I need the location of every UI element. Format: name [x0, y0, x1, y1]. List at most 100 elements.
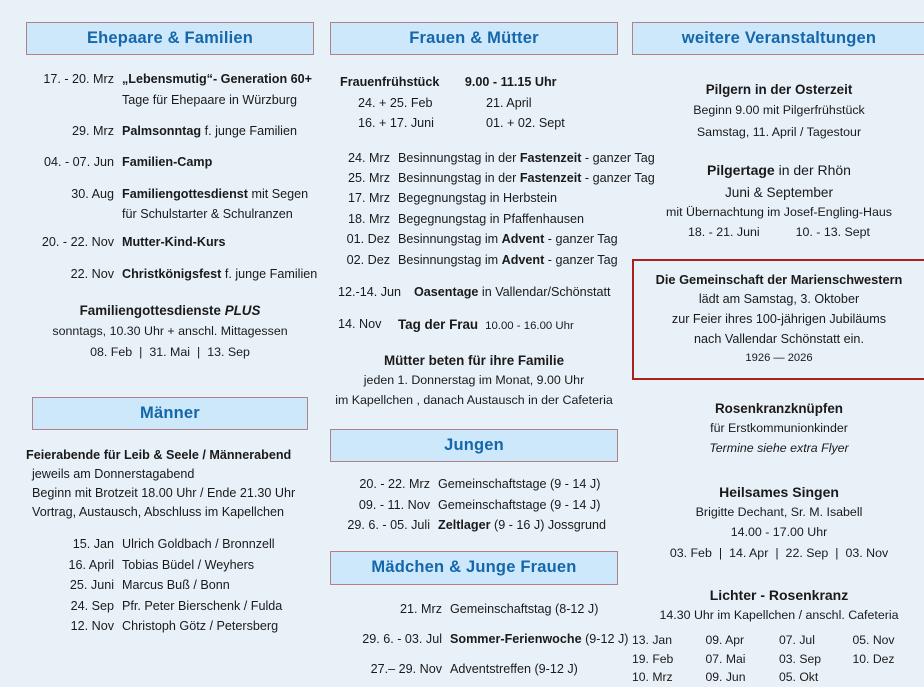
entry-title: Besinnungstag in der Fastenzeit - ganzer… [398, 148, 655, 168]
entry-date: 12.-14. Jun [338, 282, 414, 302]
entry-date: 17. - 20. Mrz [26, 69, 122, 89]
breakfast-header: Frauenfrühstück 9.00 - 11.15 Uhr [330, 73, 618, 92]
list-item: 24. + 25. Feb 21. April [330, 93, 618, 113]
plus-note: sonntags, 10.30 Uhr + anschl. Mittagesse… [26, 322, 314, 342]
entry-date: 20. - 22. Mrz [340, 474, 438, 494]
jubilee-line: zur Feier ihres 100-jährigen Jubiläums [642, 310, 916, 330]
entry-date: 02. Dez [338, 250, 398, 270]
men-note: jeweils am Donnerstagabend [26, 465, 314, 484]
section-header-maedchen-junge-frauen: Mädchen & Junge Frauen [330, 551, 618, 584]
list-item: 01. Dez Besinnungstag im Advent - ganzer… [330, 229, 618, 249]
women-entry-list: 24. Mrz Besinnungstag in der Fastenzeit … [330, 148, 618, 336]
jubilee-years: 1926 — 2026 [642, 350, 916, 368]
column-weitere-veranstaltungen: weitere Veranstaltungen Pilgern in der O… [624, 22, 924, 653]
date-value: 18. - 21. Juni [688, 225, 760, 239]
men-note: Vortrag, Austausch, Abschluss im Kapellc… [26, 503, 314, 522]
jubilee-line: nach Vallendar Schönstatt ein. [642, 330, 916, 350]
section-header-weitere-veranstaltungen: weitere Veranstaltungen [632, 22, 924, 55]
list-item: 17. Mrz Begegnungstag in Herbstein [330, 188, 618, 208]
entry-title: Besinnungstag im Advent - ganzer Tag [398, 229, 618, 249]
entry-date: 01. Dez [338, 229, 398, 249]
event-line: Termine siehe extra Flyer [632, 439, 924, 459]
list-item: 27.– 29. Nov Adventstreffen (9-12 J) [330, 659, 618, 679]
event-line: für Erstkommunionkinder [632, 419, 924, 439]
list-item: 21. Mrz Gemeinschaftstag (8-12 J) [330, 599, 618, 619]
list-item: 12. Nov Christoph Götz / Petersberg [26, 616, 314, 636]
jubilee-line: Die Gemeinschaft der Marienschwestern [642, 270, 916, 290]
entry-title: Gemeinschaftstag (8-12 J) [450, 599, 618, 619]
entry-title: Mutter-Kind-Kurs [122, 232, 314, 252]
entry-date: 21. Mrz [340, 599, 450, 619]
date-value: 24. + 25. Feb [358, 93, 486, 113]
rosenkranzknuepfen-block: Rosenkranzknüpfen für Erstkommunionkinde… [632, 398, 924, 459]
list-item: 24. Sep Pfr. Peter Bierschenk / Fulda [26, 596, 314, 616]
list-item-oasentage: 12.-14. Jun Oasentage in Vallendar/Schön… [330, 282, 618, 302]
entry-title: Christkönigsfest f. junge Familien [122, 264, 317, 284]
prayer-title: Mütter beten für ihre Familie [330, 350, 618, 371]
pilgern-osterzeit-block: Pilgern in der Osterzeit Beginn 9.00 mit… [632, 79, 924, 145]
event-note: mit Übernachtung im Josef-Engling-Haus [632, 203, 924, 223]
entry-date: 30. Aug [26, 184, 122, 204]
event-months: Juni & September [632, 182, 924, 204]
entry-date: 29. Mrz [26, 121, 122, 141]
entry-date: 22. Nov [26, 264, 122, 284]
entry-title: Oasentage in Vallendar/Schönstatt [414, 282, 618, 302]
date-value: 09. Jun [706, 668, 780, 687]
entry-title: „Lebensmutig“- Generation 60+ [122, 69, 314, 89]
date-value: 13. Jan [632, 631, 706, 650]
breakfast-label: Frauenfrühstück [340, 75, 439, 89]
date-value: 14. Apr [729, 546, 768, 560]
entry-date: 25. Mrz [338, 168, 398, 188]
speaker-name: Christoph Götz / Petersberg [122, 616, 314, 636]
list-item: 24. Mrz Besinnungstag in der Fastenzeit … [330, 148, 618, 168]
men-note: Beginn mit Brotzeit 18.00 Uhr / Ende 21.… [26, 484, 314, 503]
entry-title: Begegnungstag in Herbstein [398, 188, 618, 208]
entry-date: 27.– 29. Nov [340, 659, 450, 679]
list-item: 25. Mrz Besinnungstag in der Fastenzeit … [330, 168, 618, 188]
entry-date: 14. Nov [338, 314, 398, 336]
families-entry-list: 17. - 20. Mrz „Lebensmutig“- Generation … [26, 69, 314, 284]
section-header-maenner: Männer [32, 397, 308, 430]
event-heading: Heilsames Singen [632, 481, 924, 503]
date-value: 09. Apr [706, 631, 780, 650]
list-item: 02. Dez Besinnungstag im Advent - ganzer… [330, 250, 618, 270]
list-item: 20. - 22. Nov Mutter-Kind-Kurs [26, 232, 314, 252]
speaker-name: Tobias Büdel / Weyhers [122, 555, 314, 575]
entry-date: 20. - 22. Nov [26, 232, 122, 252]
event-line: 14.00 - 17.00 Uhr [632, 523, 924, 543]
list-item: 18. Mrz Begegnungstag in Pfaffenhausen [330, 209, 618, 229]
date-value: 05. Okt [779, 668, 853, 687]
date-value: 03. Nov [845, 546, 888, 560]
familiengottesdienste-plus-block: Familiengottesdienste PLUS sonntags, 10.… [26, 300, 314, 362]
entry-title: Familien-Camp [122, 152, 314, 172]
event-line: Brigitte Dechant, Sr. M. Isabell [632, 503, 924, 523]
program-flyer: Ehepaare & Familien 17. - 20. Mrz „Leben… [0, 0, 924, 659]
section-header-jungen: Jungen [330, 429, 618, 462]
section-header-ehepaare-familien: Ehepaare & Familien [26, 22, 314, 55]
entry-title: Begegnungstag in Pfaffenhausen [398, 209, 618, 229]
date-value: 05. Nov [853, 631, 924, 650]
singing-dates: 03. Feb|14. Apr|22. Sep|03. Nov [632, 543, 924, 564]
speaker-date: 12. Nov [42, 616, 122, 636]
date-value: 01. + 02. Sept [486, 113, 618, 133]
date-value: 10. Mrz [632, 668, 706, 687]
frauenfruehstueck-block: Frauenfrühstück 9.00 - 11.15 Uhr 24. + 2… [330, 73, 618, 133]
column-women-boys-girls: Frauen & Mütter Frauenfrühstück 9.00 - 1… [324, 22, 624, 653]
speaker-name: Marcus Buß / Bonn [122, 575, 314, 595]
speaker-name: Pfr. Peter Bierschenk / Fulda [122, 596, 314, 616]
breakfast-dates: 24. + 25. Feb 21. April 16. + 17. Juni 0… [330, 93, 618, 133]
date-value: 08. Feb [90, 345, 132, 359]
jubilee-highlight-box: Die Gemeinschaft der Marienschwestern lä… [632, 259, 924, 380]
entry-title: Palmsonntag f. junge Familien [122, 121, 314, 141]
entry-title: Sommer-Ferienwoche (9-12 J) [450, 629, 628, 649]
date-value: 22. Sep [786, 546, 829, 560]
jubilee-line: lädt am Samstag, 3. Oktober [642, 290, 916, 310]
speaker-date: 25. Juni [42, 575, 122, 595]
event-line: Beginn 9.00 mit Pilgerfrühstück [632, 101, 924, 121]
list-item: 29. 6. - 05. Juli Zeltlager (9 - 16 J) J… [330, 515, 618, 535]
entry-continuation: für Schulstarter & Schulranzen [26, 204, 314, 224]
date-value: 16. + 17. Juni [358, 113, 486, 133]
entry-title: Gemeinschaftstage (9 - 14 J) [438, 474, 618, 494]
